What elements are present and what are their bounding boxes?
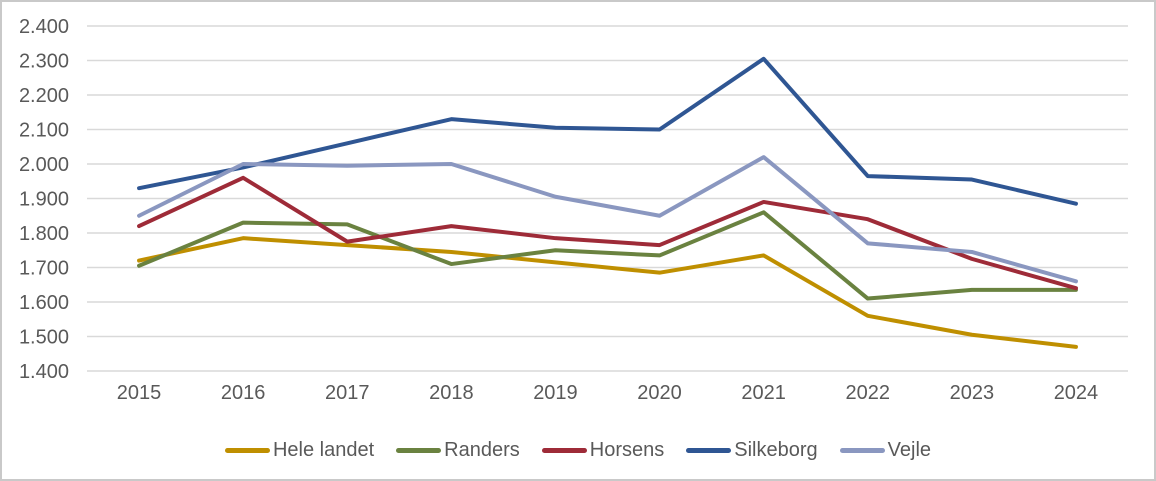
legend-line-swatch — [839, 447, 885, 453]
legend-item-randers: Randers — [396, 440, 520, 460]
legend-label: Vejle — [887, 439, 932, 461]
y-tick-label: 1.400 — [19, 361, 69, 383]
legend-item-vejle: Vejle — [839, 439, 932, 461]
legend-label: Hele landet — [272, 439, 375, 461]
y-tick-label: 1.700 — [19, 258, 69, 280]
y-tick-label: 1.500 — [19, 327, 69, 349]
y-tick-label: 2.200 — [19, 85, 69, 107]
x-tick-label: 2016 — [221, 382, 266, 404]
series-line-horsens — [137, 175, 1078, 291]
x-tick-label: 2021 — [741, 382, 786, 404]
legend-line-swatch — [541, 447, 587, 453]
legend-label: Silkeborg — [734, 439, 818, 461]
x-tick-label: 2018 — [429, 382, 474, 404]
y-tick-label: 1.600 — [19, 292, 69, 314]
y-tick-label: 1.900 — [19, 189, 69, 211]
legend-item-horsens: Horsens — [541, 439, 665, 461]
series-line-silkeborg — [137, 56, 1078, 206]
chart-legend: Hele landet Randers Horsens Silkeborg Vejle — [0, 434, 1156, 466]
x-tick-label: 2024 — [1054, 382, 1099, 404]
x-tick-label: 2023 — [950, 382, 995, 404]
x-tick-label: 2017 — [325, 382, 370, 404]
legend-line-swatch — [686, 447, 732, 453]
series-line-hele-landet — [137, 236, 1078, 349]
x-tick-label: 2015 — [117, 382, 162, 404]
legend-label: Randers — [444, 439, 520, 461]
y-tick-label: 2.400 — [19, 16, 69, 38]
legend-label: Horsens — [589, 439, 665, 461]
y-tick-label: 2.300 — [19, 51, 69, 73]
series-line-vejle — [137, 155, 1078, 284]
legend-line-swatch — [396, 447, 442, 453]
y-tick-label: 2.000 — [19, 154, 69, 176]
x-tick-label: 2020 — [637, 382, 682, 404]
y-tick-label: 2.100 — [19, 120, 69, 142]
series-line-randers — [137, 210, 1078, 301]
legend-item-silkeborg: Silkeborg — [686, 439, 818, 461]
x-tick-label: 2019 — [533, 382, 578, 404]
legend-line-swatch — [224, 447, 270, 453]
x-tick-label: 2022 — [846, 382, 891, 404]
legend-item-hele-landet: Hele landet — [224, 439, 375, 461]
y-tick-label: 1.800 — [19, 223, 69, 245]
